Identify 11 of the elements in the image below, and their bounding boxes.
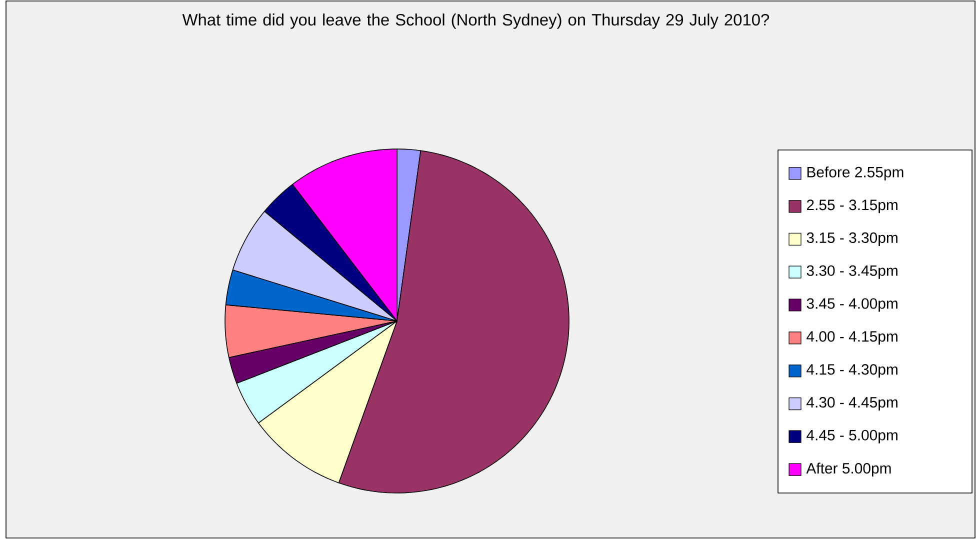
legend-label: 3.30 - 3.45pm	[806, 265, 898, 279]
legend-label: 4.30 - 4.45pm	[806, 397, 898, 411]
legend-label: 3.15 - 3.30pm	[806, 232, 898, 246]
legend-label: 4.45 - 5.00pm	[806, 430, 898, 444]
chart-title: What time did you leave the School (North Sydney) on Thursday 29 July 2010?	[182, 14, 770, 29]
legend-label: 2.55 - 3.15pm	[806, 200, 898, 214]
legend-label: 3.45 - 4.00pm	[806, 298, 898, 312]
legend-label: 4.15 - 4.30pm	[806, 364, 898, 378]
legend-label: Before 2.55pm	[807, 166, 904, 180]
legend-label: After 5.00pm	[806, 462, 891, 477]
legend-label: 4.00 - 4.15pm	[806, 331, 898, 345]
